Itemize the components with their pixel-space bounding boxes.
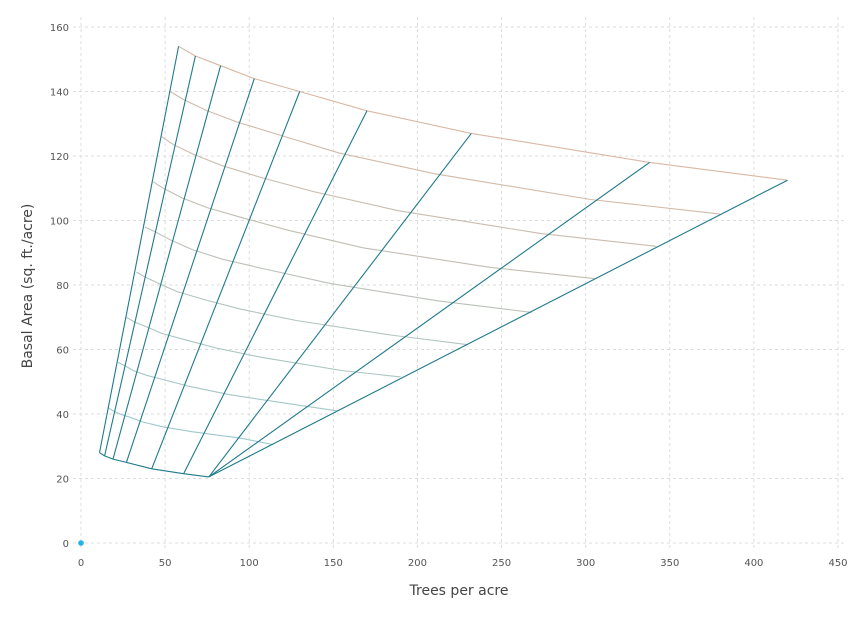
x-tick-label: 100 bbox=[240, 558, 259, 569]
x-tick-label: 400 bbox=[744, 558, 763, 569]
diameter-line bbox=[208, 133, 472, 478]
y-tick-label: 140 bbox=[50, 88, 69, 99]
stocking-line bbox=[144, 226, 532, 313]
diameter-line bbox=[151, 91, 301, 470]
x-tick-label: 450 bbox=[828, 558, 847, 569]
markers bbox=[78, 540, 84, 546]
stocking-line bbox=[136, 271, 468, 346]
diameter-line bbox=[208, 179, 788, 478]
stocking-lines bbox=[99, 45, 788, 478]
x-tick-label: 0 bbox=[78, 558, 84, 569]
y-tick-label: 120 bbox=[50, 152, 69, 163]
diameter-line bbox=[208, 161, 650, 478]
x-tick-label: 150 bbox=[324, 558, 343, 569]
x-axis-title: Trees per acre bbox=[409, 583, 509, 599]
diameter-line bbox=[104, 55, 196, 457]
y-tick-label: 60 bbox=[56, 346, 69, 357]
diameter-lines bbox=[98, 46, 788, 478]
y-tick-label: 20 bbox=[56, 475, 69, 486]
y-axis-ticks: 0 20 40 60 80 100 120 140 160 bbox=[50, 23, 69, 550]
stocking-line bbox=[161, 136, 657, 247]
y-axis-title: Basal Area (sq. ft./acre) bbox=[20, 204, 36, 369]
x-tick-label: 200 bbox=[408, 558, 427, 569]
y-tick-label: 40 bbox=[56, 410, 69, 421]
diameter-line bbox=[112, 65, 222, 460]
stocking-line bbox=[169, 91, 721, 215]
x-tick-label: 250 bbox=[492, 558, 511, 569]
stocking-line bbox=[126, 316, 401, 378]
y-tick-label: 0 bbox=[63, 539, 69, 550]
stocking-line bbox=[178, 45, 788, 181]
stocking-line bbox=[107, 407, 273, 446]
stocking-line bbox=[153, 181, 595, 280]
x-axis-ticks: 0 50 100 150 200 250 300 350 400 450 bbox=[78, 558, 848, 569]
x-tick-label: 300 bbox=[576, 558, 595, 569]
y-tick-label: 80 bbox=[56, 281, 69, 292]
x-tick-label: 350 bbox=[660, 558, 679, 569]
y-tick-label: 160 bbox=[50, 23, 69, 34]
stocking-line bbox=[117, 361, 337, 412]
grid bbox=[73, 17, 846, 551]
origin-point[interactable] bbox=[78, 540, 84, 546]
y-tick-label: 100 bbox=[50, 217, 69, 228]
x-tick-label: 50 bbox=[159, 558, 172, 569]
diameter-line bbox=[183, 110, 368, 474]
diameter-line bbox=[125, 78, 255, 463]
diameter-line bbox=[98, 46, 180, 453]
